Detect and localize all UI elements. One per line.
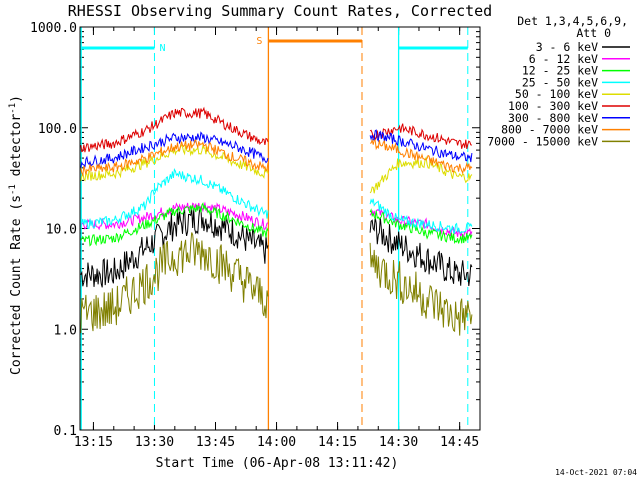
y-tick-label: 0.1 <box>54 424 77 439</box>
legend-label: 12 - 25 keV <box>522 64 598 78</box>
series-line-4-seg-0 <box>80 143 269 182</box>
x-tick-label: 14:15 <box>318 435 357 450</box>
series-line-7-seg-0 <box>80 139 269 177</box>
timestamp: 14-Oct-2021 07:04 <box>555 468 637 477</box>
series-line-4-seg-1 <box>369 156 473 194</box>
y-axis-label: Corrected Count Rate (s-1 detector-1) <box>8 95 24 375</box>
series-line-5-seg-0 <box>80 106 269 153</box>
y-tick-label: 1000.0 <box>30 21 77 36</box>
series-line-0-seg-0 <box>80 206 269 288</box>
series-line-3-seg-0 <box>80 168 269 230</box>
y-tick-label: 1.0 <box>54 323 77 338</box>
legend-header-line-2: Att 0 <box>576 26 611 40</box>
legend-label: 6 - 12 keV <box>529 52 598 66</box>
legend-label: 50 - 100 keV <box>515 87 598 101</box>
x-tick-label: 14:00 <box>257 435 296 450</box>
series-line-2-seg-0 <box>80 202 269 247</box>
legend-label: 100 - 300 keV <box>508 99 598 113</box>
series-line-8-seg-1 <box>369 242 473 336</box>
series-line-5-seg-1 <box>369 123 473 150</box>
x-tick-label: 13:30 <box>135 435 174 450</box>
series-line-3-seg-1 <box>369 198 473 234</box>
legend-label: 800 - 7000 keV <box>501 123 598 137</box>
chart-title: RHESSI Observing Summary Count Rates, Co… <box>68 2 492 20</box>
series-line-6-seg-1 <box>369 129 473 163</box>
x-tick-label: 13:15 <box>74 435 113 450</box>
legend-label: 7000 - 15000 keV <box>487 134 598 148</box>
series-line-8-seg-0 <box>80 232 269 334</box>
legend-label: 300 - 800 keV <box>508 111 598 125</box>
legend-header-line-1: Det 1,3,4,5,6,9, <box>517 14 628 28</box>
svg-text:Corrected Count Rate (s-1 dete: Corrected Count Rate (s-1 detector-1) <box>8 95 24 375</box>
x-axis-label: Start Time (06-Apr-08 13:11:42) <box>156 456 399 471</box>
y-tick-label: 10.0 <box>46 223 77 238</box>
legend-label: 3 - 6 keV <box>536 40 598 54</box>
x-tick-label: 13:45 <box>196 435 235 450</box>
legend-label: 25 - 50 keV <box>522 75 598 89</box>
x-tick-label: 14:45 <box>440 435 479 450</box>
series-line-7-seg-1 <box>369 138 473 175</box>
plot-frame <box>79 26 481 431</box>
flag-S-label: S <box>256 36 262 47</box>
series-line-6-seg-0 <box>80 131 269 168</box>
series-line-0-seg-1 <box>369 217 473 287</box>
series-line-2-seg-1 <box>369 208 473 244</box>
y-tick-label: 100.0 <box>38 122 77 137</box>
series-line-1-seg-0 <box>80 201 269 231</box>
x-tick-label: 14:30 <box>379 435 418 450</box>
flag-N-label: N <box>159 43 165 54</box>
